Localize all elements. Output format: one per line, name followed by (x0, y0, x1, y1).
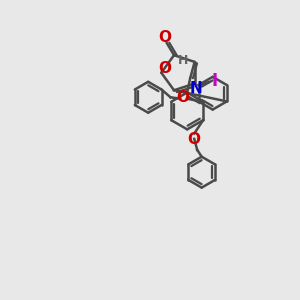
Text: H: H (178, 54, 188, 67)
Text: O: O (188, 132, 201, 147)
Text: N: N (190, 81, 202, 96)
Text: I: I (211, 73, 217, 91)
Text: O: O (176, 90, 189, 105)
Text: O: O (159, 30, 172, 45)
Text: O: O (158, 61, 171, 76)
